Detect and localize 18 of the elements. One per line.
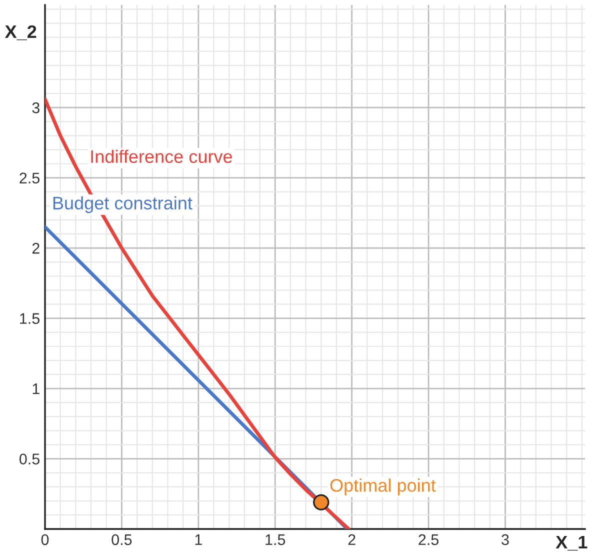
x-tick-label: 1.5 [266, 534, 286, 546]
x-tick-label: 0 [41, 534, 49, 546]
y-axis-title: X_2 [4, 25, 36, 40]
y-tick-label: 1 [32, 384, 40, 394]
series-label: Optimal point [330, 478, 436, 496]
x-tick-label: 0.5 [112, 534, 132, 546]
x-tick-label: 1 [195, 534, 202, 545]
y-tick-label: 2.5 [20, 172, 40, 184]
y-tick-label: 3 [32, 102, 40, 114]
y-tick-label: 1.5 [20, 313, 40, 324]
x-axis-title: X_1 [556, 536, 588, 551]
y-tick-label: 0.5 [20, 454, 40, 464]
series-label: Indifference curve [91, 150, 232, 163]
y-tick-label: 2 [32, 242, 40, 254]
x-tick-label: 2.5 [418, 534, 438, 546]
x-tick-label: 2 [348, 534, 356, 545]
series-label: Budget constraint [53, 196, 192, 214]
x-tick-label: 3 [502, 534, 509, 546]
